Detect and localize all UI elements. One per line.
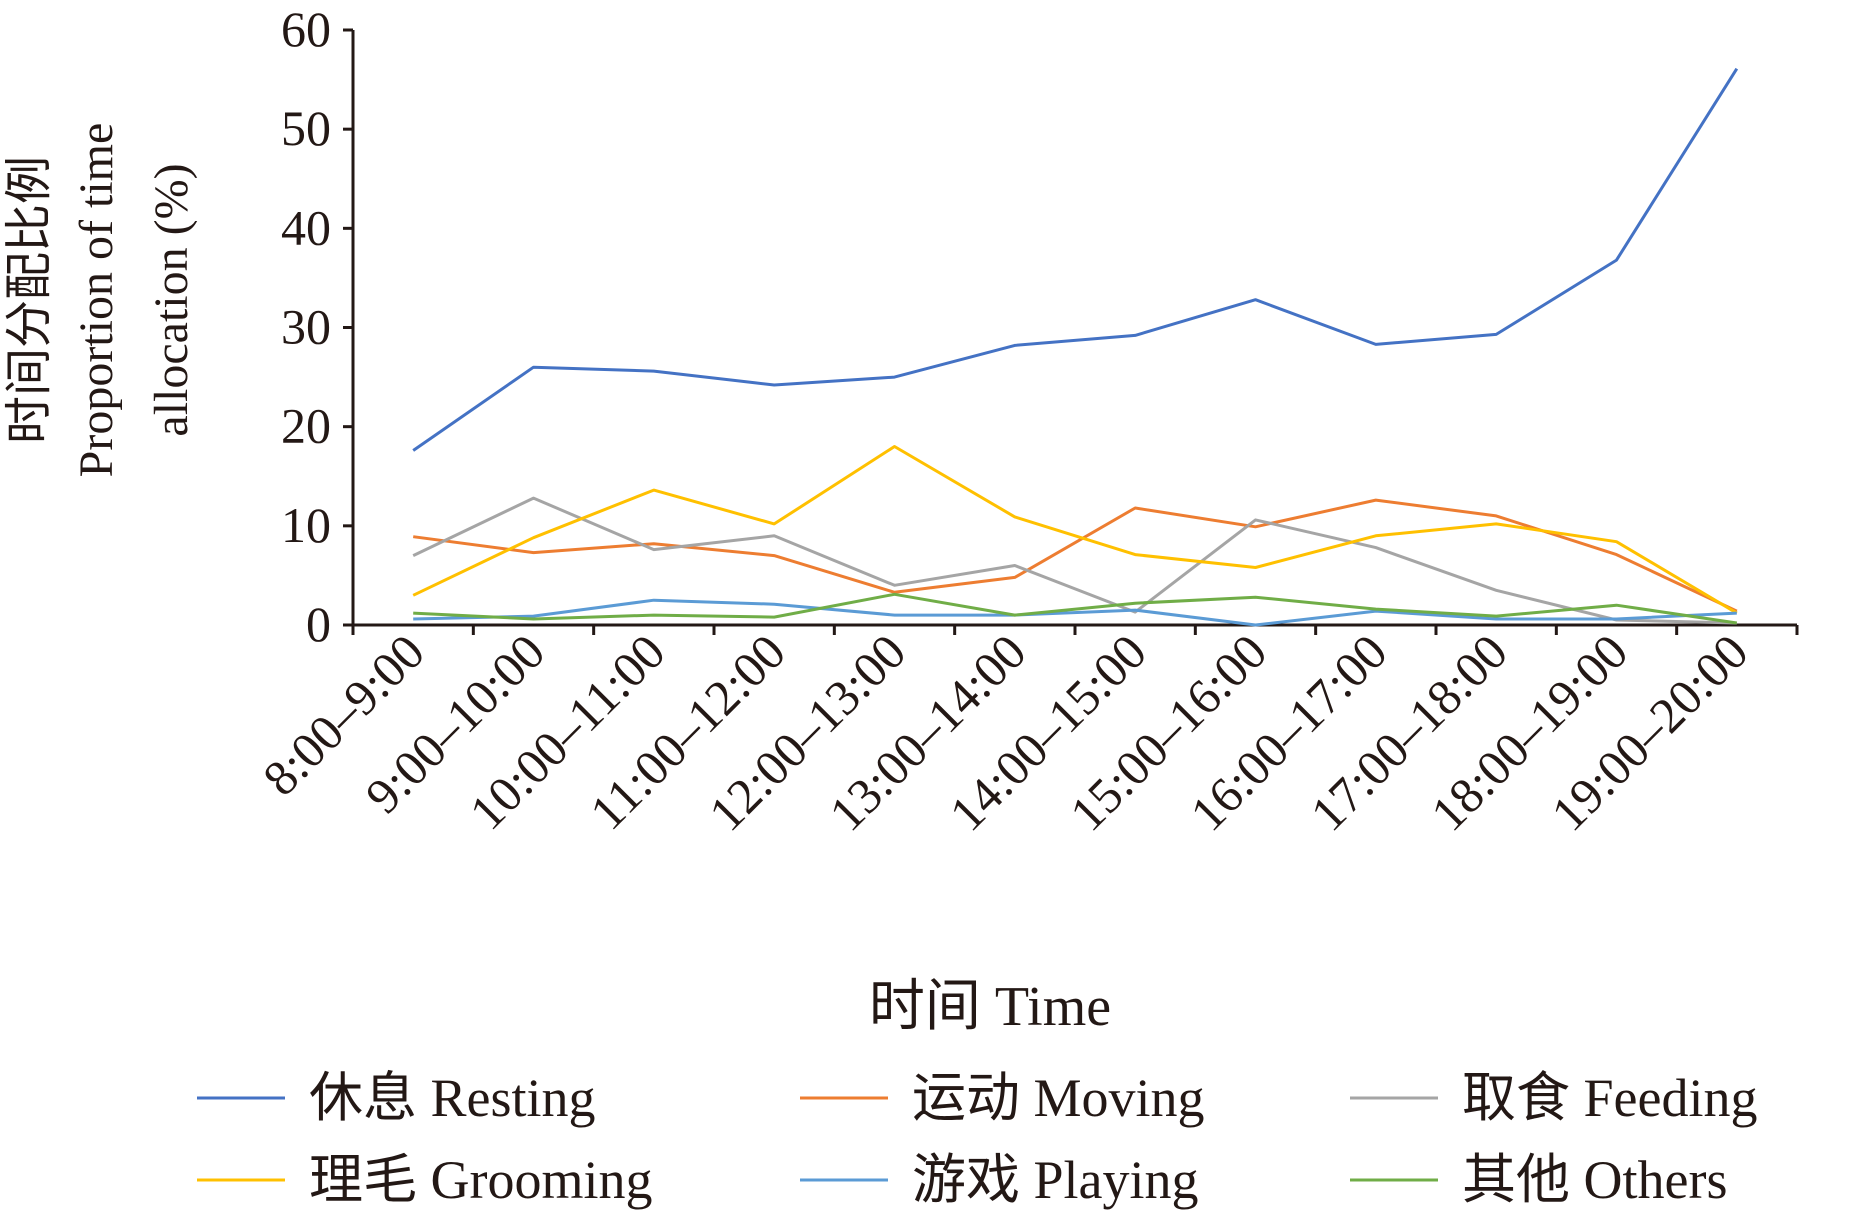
x-ticks: 8:00–9:009:00–10:0010:00–11:0011:00–12:0… xyxy=(252,623,1799,842)
legend: 休息 Resting 运动 Moving 取食 Feeding 理毛 Grooming… xyxy=(197,1068,1757,1210)
legend-label: 游戏 Playing xyxy=(912,1150,1199,1210)
y-tick-label: 0 xyxy=(306,596,331,652)
series-line-4 xyxy=(412,445,1738,615)
series-line-3 xyxy=(412,496,1737,625)
y-axis-title-line: Proportion of time xyxy=(70,123,123,478)
series-line-6 xyxy=(413,592,1738,625)
y-axis-title-line: allocation (%) xyxy=(145,163,198,436)
y-axis-title: 时间分配比例 Proportion of time allocation (%) xyxy=(3,123,198,478)
y-ticks: 0 10 20 30 40 50 60 xyxy=(281,1,353,652)
series-line-2 xyxy=(413,498,1738,613)
legend-item: 运动 Moving xyxy=(800,1068,1205,1128)
series-line-5 xyxy=(413,598,1737,627)
y-tick-label: 50 xyxy=(281,100,331,156)
legend-item: 取食 Feeding xyxy=(1350,1068,1757,1128)
legend-label: 取食 Feeding xyxy=(1462,1068,1757,1128)
y-axis-title-line: 时间分配比例 xyxy=(3,156,56,444)
series-line-1 xyxy=(412,67,1739,452)
y-tick-label: 30 xyxy=(281,299,331,355)
series-lines xyxy=(412,67,1739,627)
legend-label: 其他 Others xyxy=(1462,1150,1727,1210)
legend-label: 理毛 Grooming xyxy=(309,1150,653,1210)
legend-item: 理毛 Grooming xyxy=(197,1150,653,1210)
x-axis-title: 时间 Time xyxy=(869,976,1111,1038)
legend-label: 休息 Resting xyxy=(309,1068,596,1128)
legend-item: 其他 Others xyxy=(1350,1150,1727,1210)
legend-item: 休息 Resting xyxy=(197,1068,596,1128)
y-tick-label: 10 xyxy=(281,497,331,553)
legend-label: 运动 Moving xyxy=(912,1068,1205,1128)
y-tick-label: 60 xyxy=(281,1,331,57)
legend-item: 游戏 Playing xyxy=(800,1150,1199,1210)
y-tick-label: 40 xyxy=(281,199,331,255)
y-tick-label: 20 xyxy=(281,398,331,454)
